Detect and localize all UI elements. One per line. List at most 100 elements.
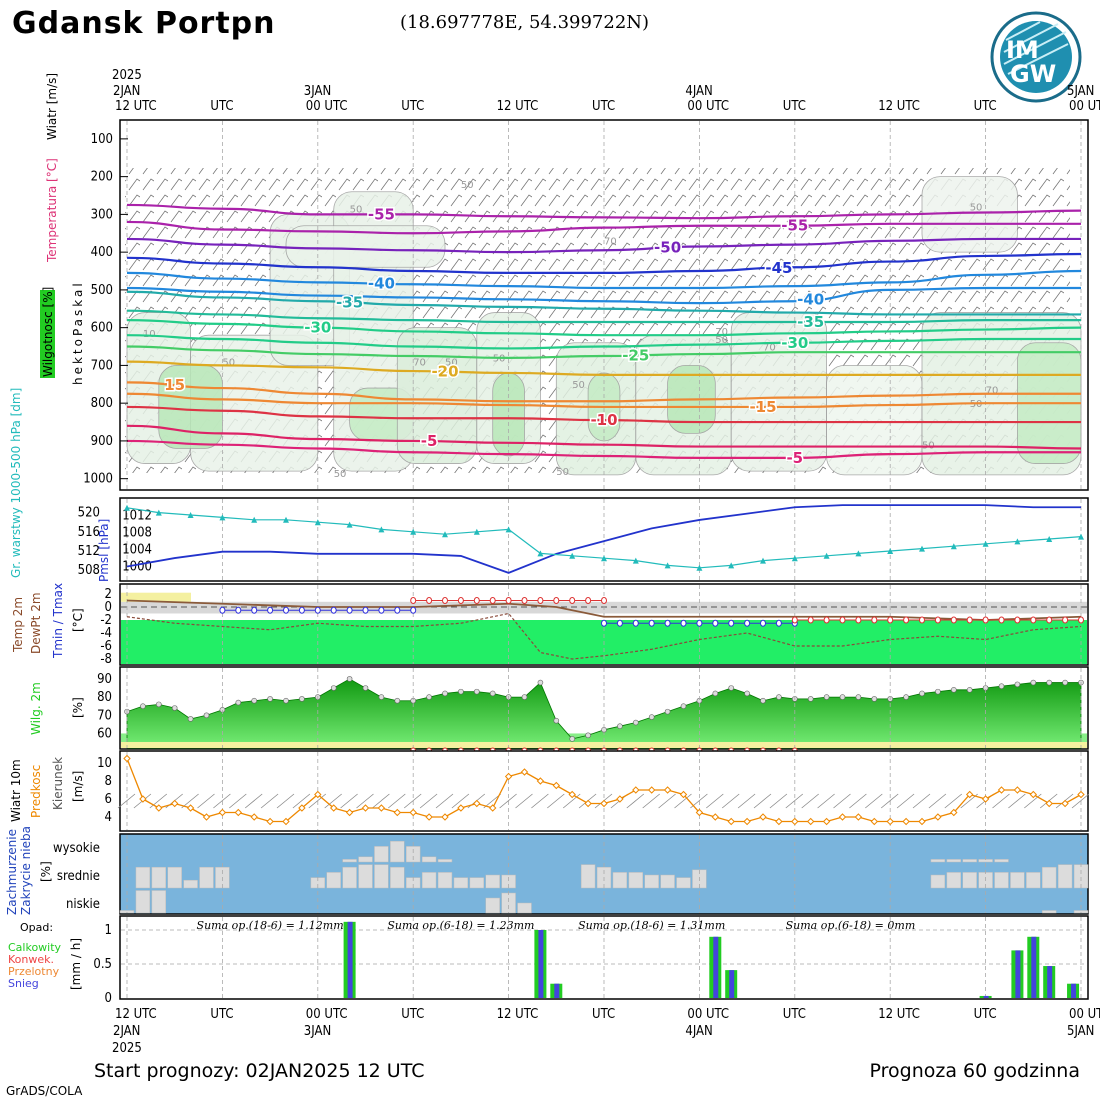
- thickness-point: [346, 521, 353, 528]
- rh-point: [712, 690, 719, 697]
- side-label-speed: Predkosc: [29, 765, 43, 818]
- wind-speed-point: [441, 813, 449, 821]
- cloud-bar-high: [930, 859, 946, 863]
- wind-direction-barb: [292, 793, 311, 809]
- wind-direction-barb: [865, 793, 883, 809]
- tmin-point: [696, 619, 703, 627]
- wind-speed-point: [393, 808, 402, 817]
- rh-point: [585, 732, 591, 739]
- top-tick-label: UTC: [974, 99, 997, 114]
- forecast-start: Start prognozy: 02JAN2025 12 UTC: [94, 1060, 424, 1082]
- rh-point: [807, 696, 814, 702]
- top-tick-label: UTC: [783, 99, 806, 114]
- cloud-bar-low: [485, 897, 500, 914]
- tmax-point: [410, 597, 417, 604]
- thickness-point: [187, 512, 194, 518]
- cloud-bar-middle: [183, 879, 198, 889]
- side-label-tminmax: Tmin / Tmax: [51, 583, 65, 659]
- tmin-point: [616, 619, 623, 627]
- rh-point: [1046, 679, 1052, 686]
- bottom-tick-label: UTC: [210, 1007, 233, 1022]
- tmin-point: [760, 619, 766, 627]
- wind-speed-point: [361, 804, 370, 812]
- tmin-point: [251, 606, 258, 614]
- wind-speed-point: [727, 817, 735, 826]
- tmax-point: [553, 597, 560, 604]
- rh-point: [966, 687, 973, 693]
- rh-point: [823, 694, 830, 700]
- tmax-point: [601, 597, 607, 604]
- isotherm-label: -5: [786, 449, 803, 467]
- wind-speed-point: [663, 786, 672, 794]
- thickness-point: [760, 557, 766, 564]
- humidity-contour-label: 50: [493, 354, 506, 365]
- wind-direction-barb: [229, 793, 247, 809]
- thickness-point: [378, 526, 385, 533]
- cloud-bar-high: [358, 856, 373, 863]
- cloud-bar-low: [151, 890, 167, 914]
- thickness-point: [601, 555, 607, 562]
- wind-direction-barb: [801, 793, 819, 809]
- cloud-bar-middle: [453, 877, 469, 889]
- wind-speed-point: [218, 808, 227, 817]
- wind-direction-barb: [515, 793, 533, 809]
- wind-speed-point: [647, 786, 656, 794]
- tmax-point: [871, 616, 878, 624]
- wind-direction-barb: [785, 793, 804, 809]
- pressure-axis-ticks: 100 200 300 400 500 600 700 800 900 1000: [83, 132, 128, 487]
- cloud-bar-high: [406, 846, 421, 863]
- isotherm-label: -35: [797, 313, 824, 331]
- wind-speed-point: [568, 790, 576, 799]
- wind-direction-barb: [1024, 793, 1042, 809]
- cloud-bar-middle: [660, 874, 675, 889]
- wind-speed-point: [743, 817, 751, 826]
- thickness-point: [473, 528, 480, 535]
- precip-tick-label: 1: [105, 923, 112, 938]
- wind-direction-barb: [912, 793, 931, 809]
- tmax-point: [950, 616, 957, 624]
- cloud-bar-middle: [1042, 866, 1057, 889]
- side-label-temperature: Temperatura [°C]: [45, 158, 59, 263]
- isotherm-line: [126, 269, 1082, 290]
- tmin-point: [648, 619, 655, 627]
- thickness-point: [1014, 538, 1021, 545]
- wind-tick-label: 4: [105, 810, 112, 825]
- cloud-bar-middle: [421, 872, 437, 889]
- wind-speed-point: [520, 768, 529, 776]
- tmin-point: [219, 606, 226, 614]
- tmax-point: [489, 597, 496, 604]
- cloud-bar-middle: [135, 866, 151, 889]
- wind-direction-barb: [276, 793, 295, 809]
- top-date-label: 4JAN: [685, 84, 712, 99]
- wind-direction-barb: [149, 793, 168, 809]
- thickness-point: [155, 509, 162, 516]
- cloud-bar-middle: [151, 866, 167, 889]
- tmin-point: [744, 619, 751, 627]
- wind-direction-barb: [117, 793, 136, 809]
- rh-tick-label: 70: [97, 708, 112, 723]
- wind-direction-barb: [531, 793, 549, 809]
- pressure-tick-label: 800: [91, 396, 113, 411]
- wind-direction-barb: [769, 793, 788, 809]
- temp-tick-label: -6: [100, 639, 112, 654]
- wind-direction-barb: [944, 793, 963, 809]
- rh-point: [346, 676, 353, 682]
- side-label-wind: Wiatr [m/s]: [45, 73, 59, 140]
- wind-direction-barb: [435, 793, 454, 809]
- cloud-bar-high: [437, 859, 453, 863]
- wind-direction-barb: [340, 793, 358, 809]
- side-label-humidity: Wilgotnosc [%]: [41, 287, 55, 377]
- thickness-point: [823, 552, 830, 559]
- wind-direction-barb: [721, 793, 740, 809]
- tmax-point: [457, 597, 464, 604]
- bottom-date-label: 2JAN: [113, 1024, 140, 1039]
- tmax-point: [521, 597, 528, 604]
- wind-speed-point: [902, 817, 910, 826]
- top-tick-label: 12 UTC: [497, 99, 539, 114]
- precip-bar-snow: [713, 936, 719, 998]
- station-coords: (18.697778E, 54.399722N): [400, 12, 649, 33]
- humidity-contour-label: 50: [970, 399, 983, 410]
- isotherm-label: -55: [781, 217, 808, 235]
- temp-tick-label: 2: [105, 587, 112, 602]
